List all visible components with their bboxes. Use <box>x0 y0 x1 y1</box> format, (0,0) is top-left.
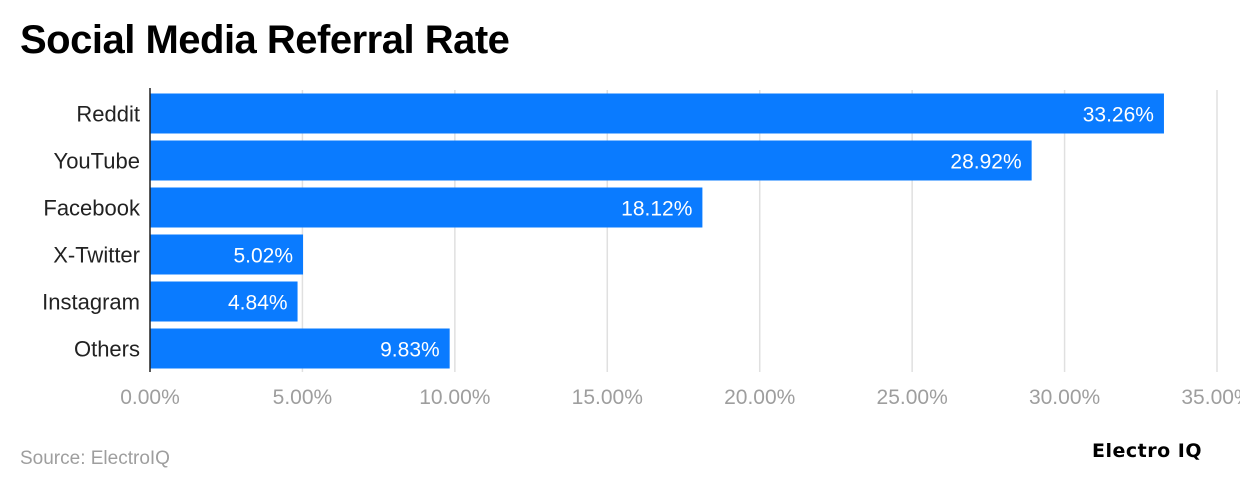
category-label: X-Twitter <box>53 243 140 268</box>
x-tick-label: 25.00% <box>877 386 948 409</box>
bar-youtube <box>150 140 1032 181</box>
labels: 0.00% 5.00% 10.00% 15.00% 20.00% 25.00% 30.00%… <box>42 102 1240 410</box>
data-label: 33.26% <box>1083 104 1154 127</box>
category-label: Facebook <box>43 196 141 221</box>
data-label: 5.02% <box>233 245 293 268</box>
x-tick-label: 20.00% <box>724 386 795 409</box>
bar-x-twitter <box>150 234 304 275</box>
bar-chart: 0.00% 5.00% 10.00% 15.00% 20.00% 25.00% 30.00%… <box>42 88 1240 410</box>
bar-reddit <box>150 93 1164 134</box>
x-tick-label: 0.00% <box>120 386 180 409</box>
bars <box>150 93 1164 369</box>
x-tick-label: 15.00% <box>572 386 643 409</box>
bar-others <box>150 328 450 369</box>
bar-instagram <box>150 281 298 322</box>
x-tick-label: 30.00% <box>1029 386 1100 409</box>
data-label: 18.12% <box>621 198 692 221</box>
category-label: Reddit <box>76 102 140 127</box>
category-label: Others <box>74 337 140 362</box>
data-label: 9.83% <box>380 339 440 362</box>
data-label: 4.84% <box>228 292 288 315</box>
x-tick-label: 10.00% <box>419 386 490 409</box>
chart-title: Social Media Referral Rate <box>20 18 510 62</box>
source-note: Source: ElectroIQ <box>20 448 170 469</box>
bar-facebook <box>150 187 703 228</box>
category-label: Instagram <box>42 290 140 315</box>
x-tick-label: 35.00% <box>1181 386 1240 409</box>
category-label: YouTube <box>54 149 140 174</box>
x-tick-label: 5.00% <box>273 386 333 409</box>
gridlines <box>301 90 1218 372</box>
data-label: 28.92% <box>950 151 1021 174</box>
brand-logo: Electro IQ <box>1092 440 1202 462</box>
